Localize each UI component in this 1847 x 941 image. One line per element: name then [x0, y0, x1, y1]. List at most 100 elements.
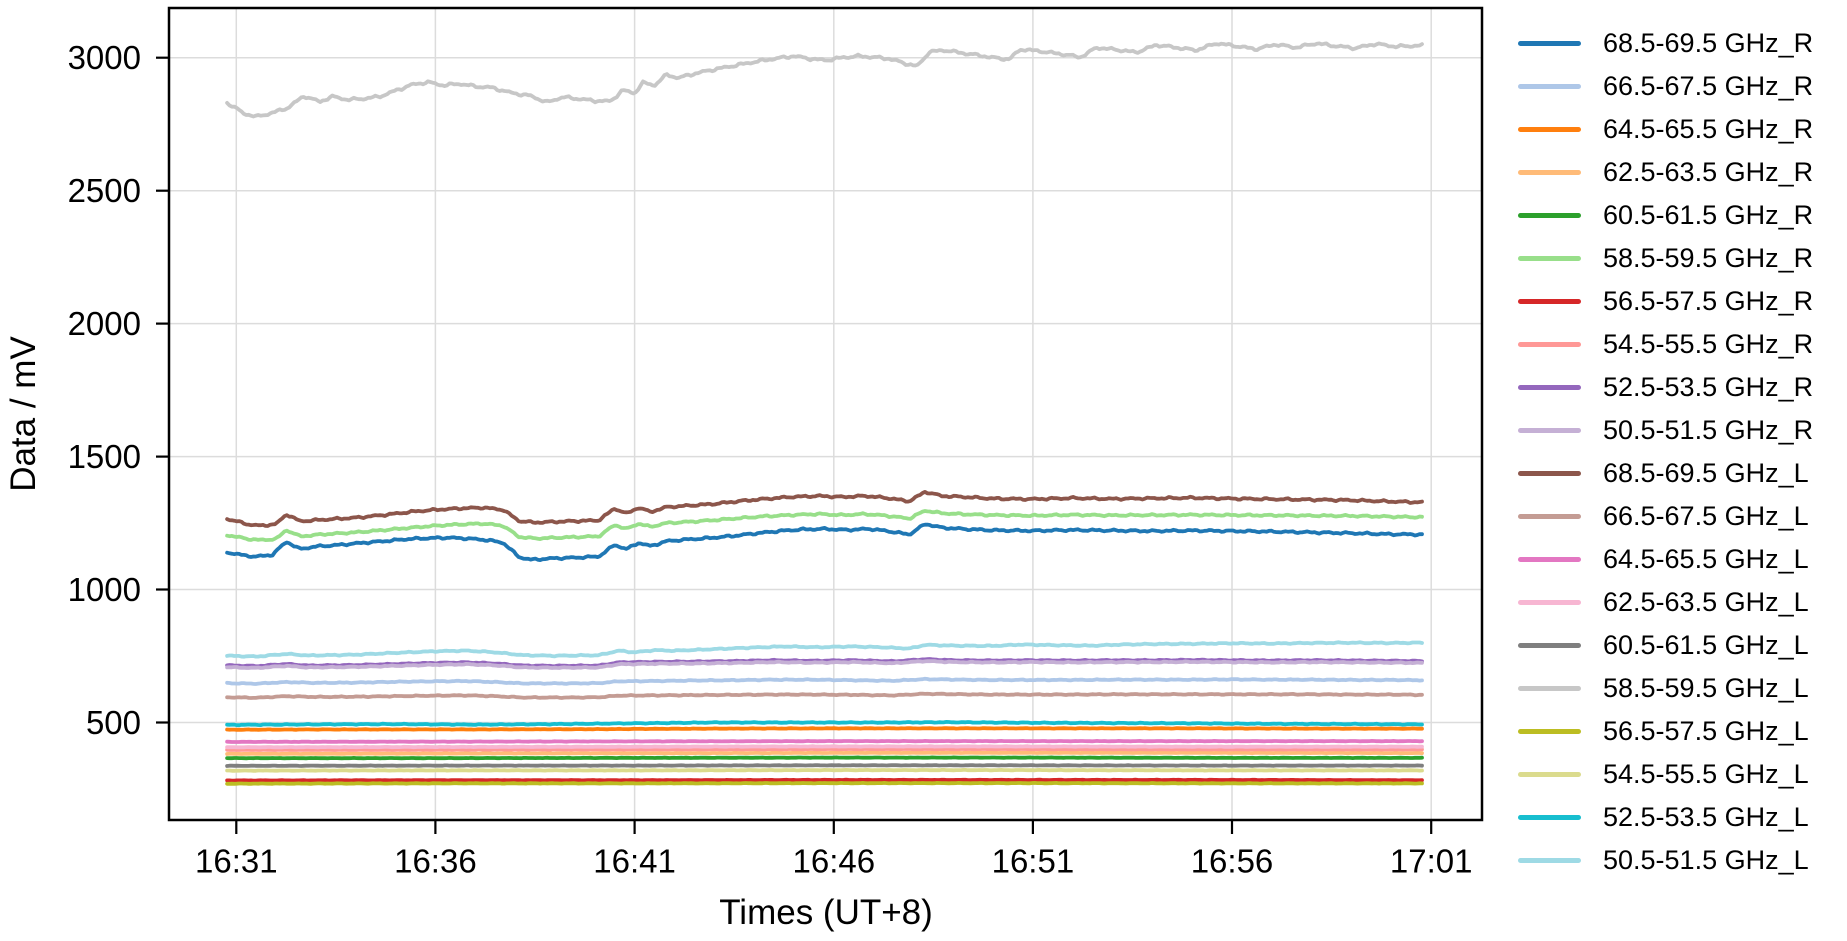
legend-swatch — [1518, 772, 1581, 777]
series-line-54.5-55.5 GHz_R — [225, 747, 1424, 752]
y-tick-label: 3000 — [68, 39, 141, 76]
legend-item: 64.5-65.5 GHz_R — [1518, 108, 1813, 151]
legend-item: 64.5-65.5 GHz_L — [1518, 538, 1813, 581]
legend-item: 50.5-51.5 GHz_L — [1518, 839, 1813, 882]
legend-swatch — [1518, 858, 1581, 863]
legend-swatch — [1518, 428, 1581, 433]
series-line-62.5-63.5 GHz_L — [225, 744, 1424, 750]
series-line-52.5-53.5 GHz_L — [225, 720, 1424, 728]
series-line-68.5-69.5 GHz_L — [225, 490, 1424, 528]
series-line-64.5-65.5 GHz_L — [225, 739, 1424, 744]
legend-item: 60.5-61.5 GHz_L — [1518, 624, 1813, 667]
series-line-60.5-61.5 GHz_R — [225, 755, 1424, 761]
legend-item: 54.5-55.5 GHz_R — [1518, 323, 1813, 366]
x-tick-label: 16:46 — [793, 843, 876, 880]
y-tick-label: 1500 — [68, 438, 141, 475]
legend-label: 64.5-65.5 GHz_R — [1603, 114, 1814, 144]
legend-label: 52.5-53.5 GHz_L — [1603, 802, 1809, 832]
legend-swatch — [1518, 127, 1581, 132]
x-tick-label: 16:56 — [1191, 843, 1274, 880]
legend-item: 50.5-51.5 GHz_R — [1518, 409, 1813, 452]
legend-label: 66.5-67.5 GHz_R — [1603, 71, 1814, 101]
grid — [169, 8, 1482, 820]
x-tick-label: 16:51 — [992, 843, 1075, 880]
series-line-64.5-65.5 GHz_R — [225, 726, 1424, 732]
legend-label: 64.5-65.5 GHz_L — [1603, 544, 1809, 574]
y-axis-label: Data / mV — [4, 336, 43, 492]
legend-swatch — [1518, 256, 1581, 261]
plot-frame — [167, 6, 1484, 822]
legend-label: 54.5-55.5 GHz_R — [1603, 329, 1814, 359]
series-line-58.5-59.5 GHz_L — [225, 41, 1424, 119]
legend-label: 58.5-59.5 GHz_L — [1603, 673, 1809, 703]
legend-label: 52.5-53.5 GHz_R — [1603, 372, 1814, 402]
legend-item: 66.5-67.5 GHz_L — [1518, 495, 1813, 538]
x-tick-label: 16:31 — [195, 843, 278, 880]
legend-item: 68.5-69.5 GHz_R — [1518, 22, 1813, 65]
y-tick-label: 2500 — [68, 172, 141, 209]
series-line-50.5-51.5 GHz_L — [225, 640, 1424, 659]
legend-swatch — [1518, 299, 1581, 304]
series-line-58.5-59.5 GHz_R — [225, 509, 1424, 542]
legend-item: 62.5-63.5 GHz_R — [1518, 151, 1813, 194]
legend-label: 68.5-69.5 GHz_L — [1603, 458, 1809, 488]
legend-swatch — [1518, 729, 1581, 734]
series-line-56.5-57.5 GHz_L — [225, 781, 1424, 786]
legend-swatch — [1518, 815, 1581, 820]
x-tick-label: 17:01 — [1390, 843, 1473, 880]
legend-label: 50.5-51.5 GHz_R — [1603, 415, 1814, 445]
legend-label: 62.5-63.5 GHz_R — [1603, 157, 1814, 187]
legend-item: 62.5-63.5 GHz_L — [1518, 581, 1813, 624]
legend-swatch — [1518, 170, 1581, 175]
legend-swatch — [1518, 41, 1581, 46]
series-line-54.5-55.5 GHz_L — [225, 768, 1424, 773]
legend-item: 58.5-59.5 GHz_L — [1518, 667, 1813, 710]
x-tick-label: 16:41 — [593, 843, 676, 880]
legend-item: 60.5-61.5 GHz_R — [1518, 194, 1813, 237]
y-tick-label: 500 — [86, 704, 141, 741]
series-line-62.5-63.5 GHz_R — [225, 750, 1424, 756]
legend-swatch — [1518, 557, 1581, 562]
legend-swatch — [1518, 600, 1581, 605]
x-tick-label: 16:36 — [394, 843, 477, 880]
legend-item: 54.5-55.5 GHz_L — [1518, 753, 1813, 796]
series-line-66.5-67.5 GHz_L — [225, 691, 1424, 700]
y-tick-label: 2000 — [68, 305, 141, 342]
legend-label: 60.5-61.5 GHz_L — [1603, 630, 1809, 660]
legend-swatch — [1518, 84, 1581, 89]
legend-label: 54.5-55.5 GHz_L — [1603, 759, 1809, 789]
series-line-56.5-57.5 GHz_R — [225, 777, 1424, 783]
legend-item: 58.5-59.5 GHz_R — [1518, 237, 1813, 280]
legend-label: 50.5-51.5 GHz_L — [1603, 845, 1809, 875]
series-line-50.5-51.5 GHz_R — [225, 659, 1424, 670]
y-tick-label: 1000 — [68, 571, 141, 608]
legend-swatch — [1518, 686, 1581, 691]
series-lines — [225, 41, 1424, 786]
series-line-60.5-61.5 GHz_L — [225, 763, 1424, 768]
legend-swatch — [1518, 342, 1581, 347]
legend-label: 66.5-67.5 GHz_L — [1603, 501, 1809, 531]
legend-swatch — [1518, 514, 1581, 519]
series-line-68.5-69.5 GHz_R — [225, 522, 1424, 562]
legend-item: 66.5-67.5 GHz_R — [1518, 65, 1813, 108]
legend-item: 52.5-53.5 GHz_R — [1518, 366, 1813, 409]
legend-label: 56.5-57.5 GHz_L — [1603, 716, 1809, 746]
legend-swatch — [1518, 385, 1581, 390]
legend-label: 68.5-69.5 GHz_R — [1603, 28, 1814, 58]
legend-label: 62.5-63.5 GHz_L — [1603, 587, 1809, 617]
legend-swatch — [1518, 213, 1581, 218]
legend-label: 58.5-59.5 GHz_R — [1603, 243, 1814, 273]
legend-label: 60.5-61.5 GHz_R — [1603, 200, 1814, 230]
series-line-66.5-67.5 GHz_R — [225, 676, 1424, 686]
axis-ticks: 500 1000 1500 2000 2500 3000 16:31 16:36 16:41 16… — [68, 39, 1473, 879]
legend-item: 68.5-69.5 GHz_L — [1518, 452, 1813, 495]
legend-swatch — [1518, 643, 1581, 648]
legend-item: 56.5-57.5 GHz_R — [1518, 280, 1813, 323]
x-axis-label: Times (UT+8) — [719, 893, 933, 932]
legend-swatch — [1518, 471, 1581, 476]
legend-item: 52.5-53.5 GHz_L — [1518, 796, 1813, 839]
legend-label: 56.5-57.5 GHz_R — [1603, 286, 1814, 316]
legend-item: 56.5-57.5 GHz_L — [1518, 710, 1813, 753]
legend: 68.5-69.5 GHz_R 66.5-67.5 GHz_R 64.5-65.5 … — [1518, 22, 1813, 882]
